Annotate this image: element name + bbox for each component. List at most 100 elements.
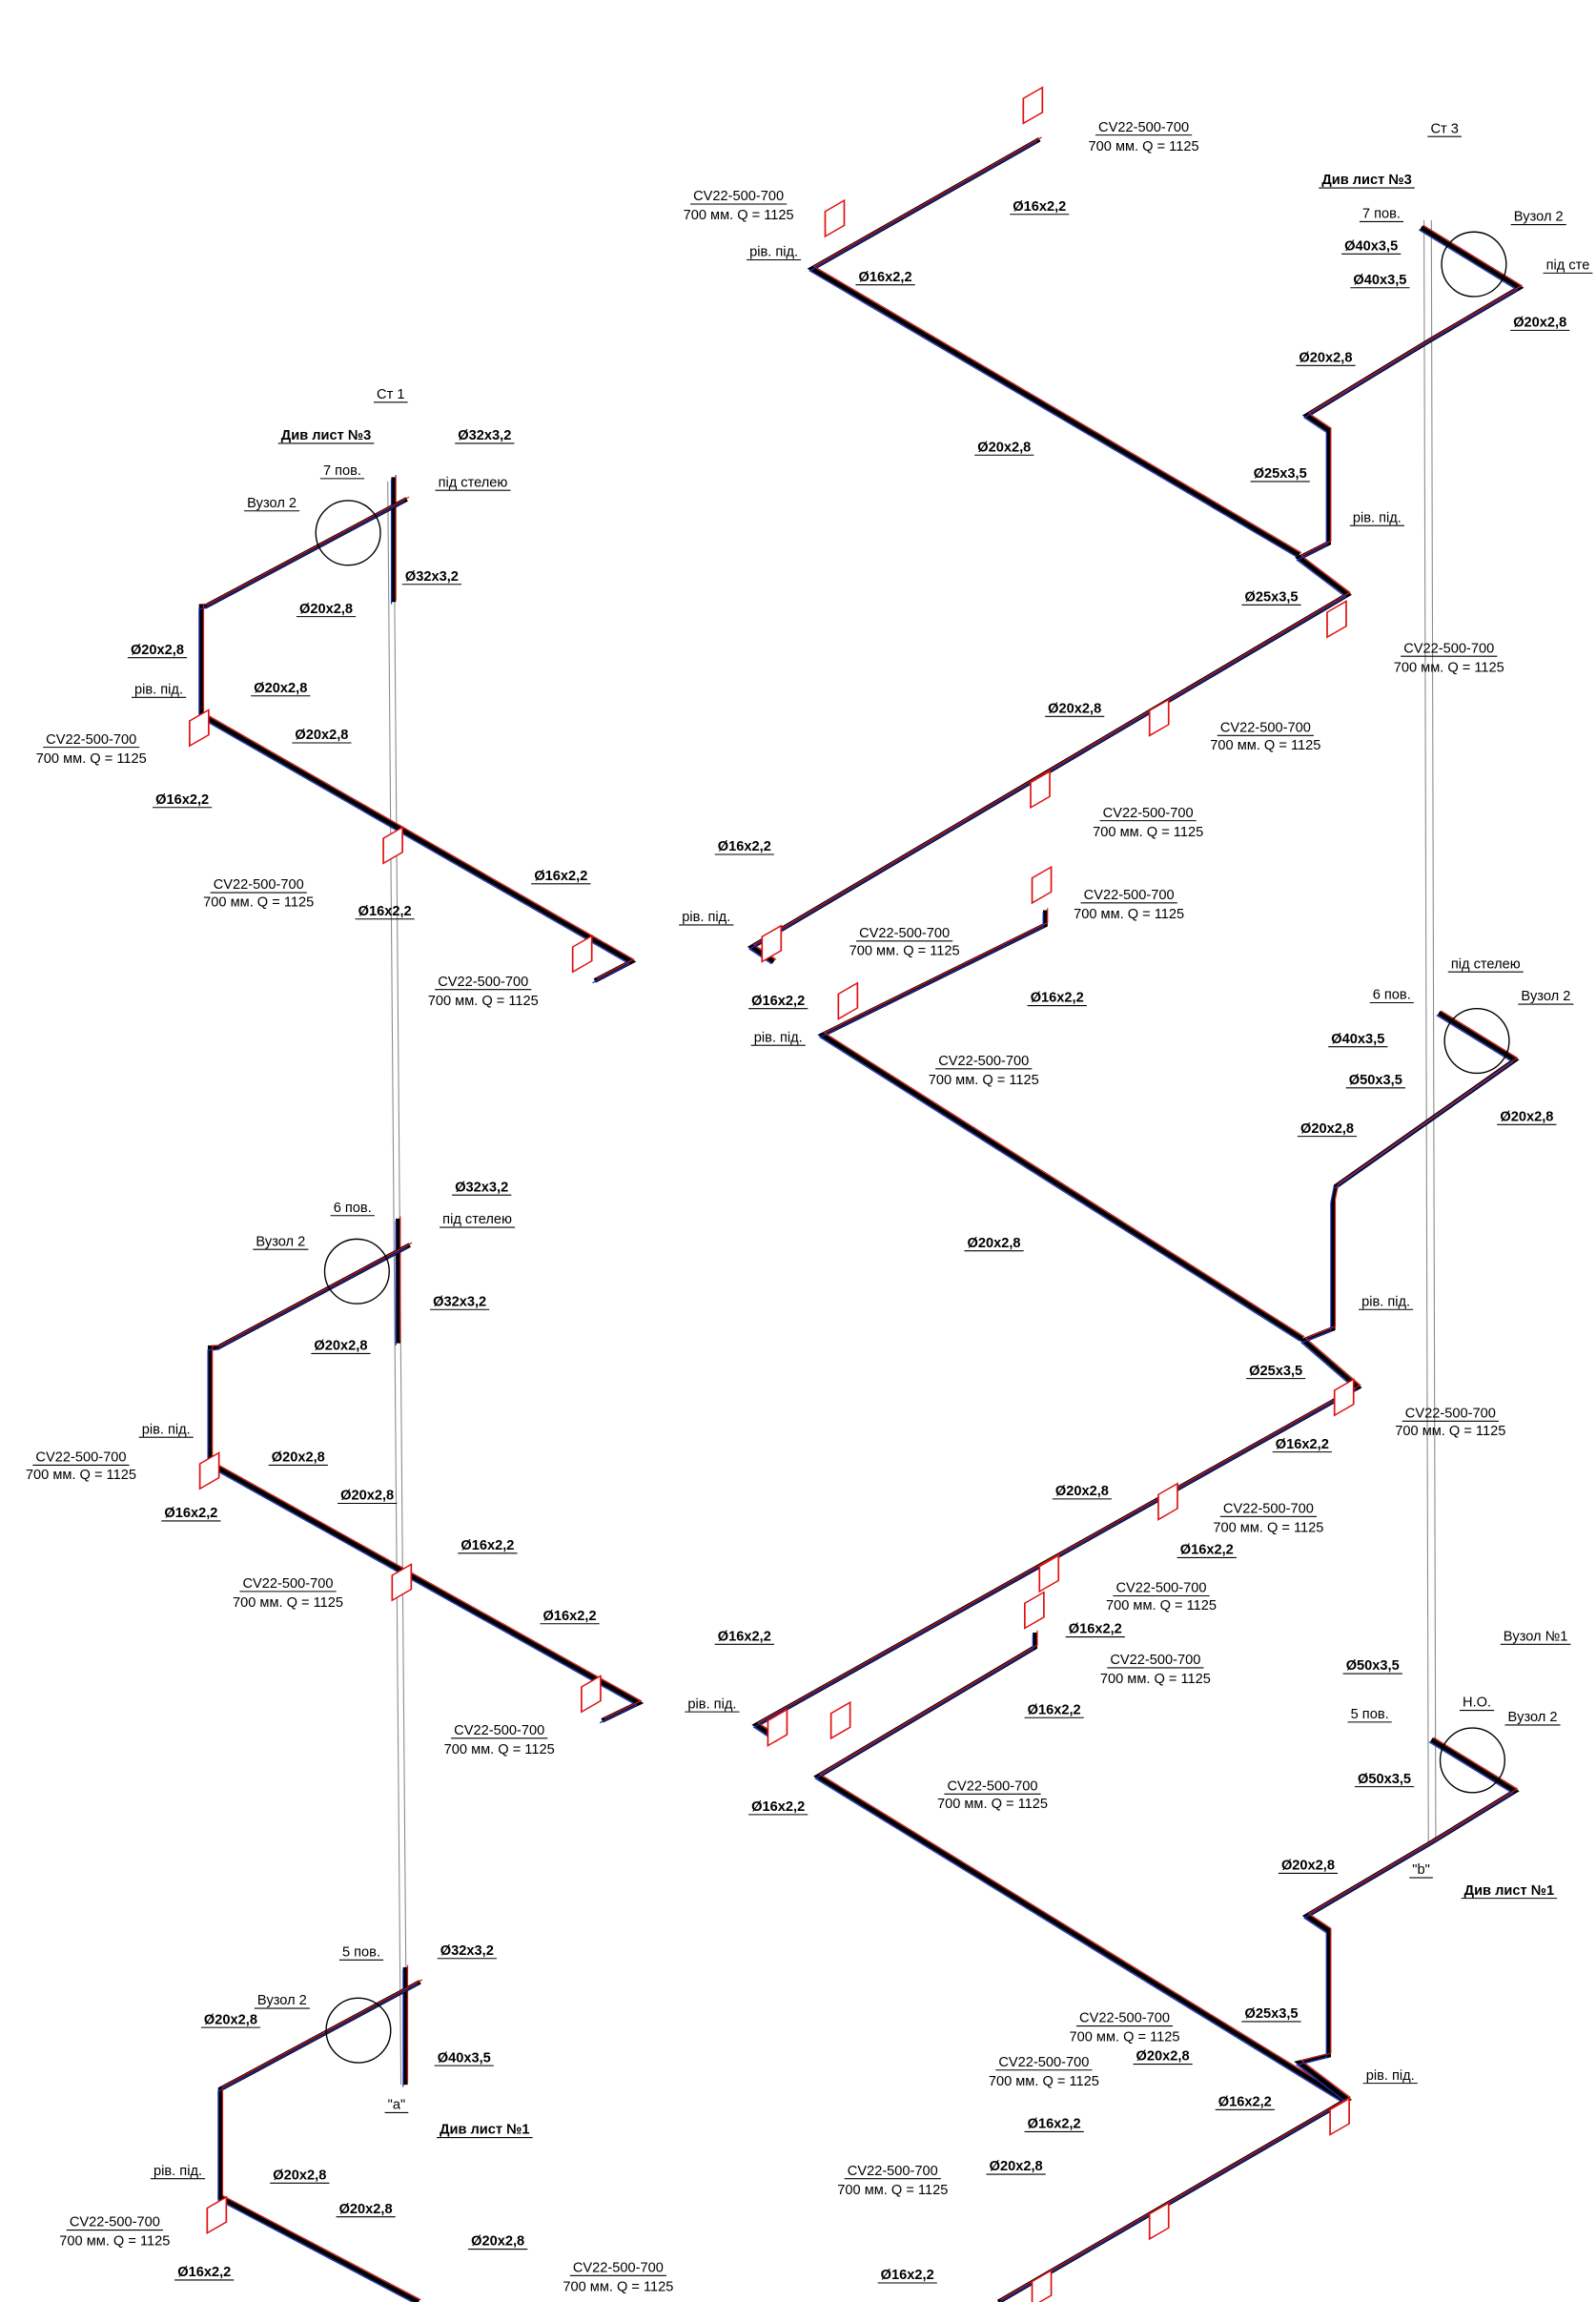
label: Див лист №3	[281, 428, 371, 443]
label: рів. під.	[682, 910, 730, 925]
radiator-valve	[382, 826, 403, 865]
radiator-valve	[1148, 2201, 1170, 2241]
label: Див лист №1	[1464, 1883, 1554, 1899]
radiator-valve	[391, 1563, 413, 1602]
label: рів. під.	[1353, 510, 1402, 525]
pipe-supply	[1000, 1737, 1519, 2301]
radiator-valve	[206, 2195, 228, 2235]
radiator-valve	[1038, 1553, 1060, 1593]
label: 700 мм. Q = 1125	[1089, 139, 1199, 154]
radiator-valve	[1024, 1591, 1045, 1630]
label: CV22-500-700	[1084, 888, 1175, 903]
radiator-valve	[1326, 600, 1347, 639]
label: Ø20x2,8	[1048, 701, 1101, 716]
label: Ø16x2,2	[1180, 1543, 1234, 1558]
label: 700 мм. Q = 1125	[563, 2279, 673, 2294]
label: CV22-500-700	[1405, 1406, 1496, 1421]
radiator-valve	[1157, 1482, 1178, 1521]
label: 5 пов.	[342, 1944, 380, 1960]
radiator-valve	[1333, 1378, 1355, 1417]
label: 700 мм. Q = 1125	[59, 2234, 170, 2250]
label: Ø25x3,5	[1244, 2006, 1298, 2022]
label: Вузол №1	[1504, 1629, 1568, 1644]
label: Ø16x2,2	[1218, 2094, 1272, 2109]
label: CV22-500-700	[848, 2164, 938, 2179]
label: Ø50x3,5	[1349, 1073, 1402, 1088]
radiator-valve	[837, 981, 859, 1020]
label: CV22-500-700	[70, 2215, 160, 2230]
riser-title: Ст 1	[377, 387, 404, 402]
label: Ø32x3,2	[433, 1294, 486, 1309]
label: Ø20x2,8	[1281, 1859, 1335, 1874]
label: Ø16x2,2	[859, 270, 912, 285]
label: Ø16x2,2	[460, 1538, 514, 1553]
label: Див лист №3	[1321, 173, 1411, 188]
label: Ø16x2,2	[1028, 2117, 1081, 2132]
pipe-return	[818, 912, 1300, 1342]
label: рів. під.	[153, 2164, 202, 2179]
pipe	[747, 225, 1524, 964]
label: Див лист №1	[440, 2123, 529, 2138]
label: 700 мм. Q = 1125	[1100, 1672, 1211, 1687]
label: CV22-500-700	[1103, 806, 1194, 821]
label: 700 мм. Q = 1125	[837, 2183, 948, 2198]
label: 700 мм. Q = 1125	[36, 751, 147, 767]
label: Ø20x2,8	[273, 2168, 326, 2183]
label: 700 мм. Q = 1125	[849, 943, 960, 958]
radiator-valve	[761, 924, 783, 963]
label: CV22-500-700	[242, 1576, 333, 1592]
label: Ø32x3,2	[458, 428, 511, 443]
node-circle	[1439, 1727, 1505, 1794]
label: CV22-500-700	[214, 877, 304, 893]
label: CV22-500-700	[859, 926, 950, 941]
pipe	[751, 1011, 1520, 1742]
label: Ø16x2,2	[358, 904, 412, 919]
label: CV22-500-700	[1116, 1581, 1207, 1596]
radiator-valve	[198, 1451, 220, 1490]
label: CV22-500-700	[1079, 2011, 1170, 2026]
label: Вузол 2	[1508, 1710, 1558, 1725]
label: Ø25x3,5	[1249, 1364, 1302, 1379]
label: Ø20x2,8	[1136, 2049, 1190, 2065]
label: Ø20x2,8	[339, 2202, 393, 2217]
node-circle	[325, 1997, 392, 2064]
label: 5 пов.	[1351, 1707, 1389, 1722]
label: під сте	[1546, 258, 1590, 274]
label: CV22-500-700	[573, 2260, 664, 2275]
radiator-valve	[1022, 86, 1044, 125]
label: 700 мм. Q = 1125	[989, 2074, 1099, 2089]
riser-line	[1430, 219, 1437, 1843]
label: Ø32x3,2	[405, 569, 459, 585]
label: Ø16x2,2	[543, 1609, 597, 1624]
label: 700 мм. Q = 1125	[26, 1468, 136, 1483]
pipe	[807, 137, 1301, 558]
label: під стелею	[442, 1212, 512, 1227]
label: під стелею	[1451, 956, 1521, 972]
label: Вузол 2	[1521, 989, 1570, 1004]
pipe-return	[998, 1741, 1514, 2302]
label: 700 мм. Q = 1125	[428, 994, 539, 1009]
label: 700 мм. Q = 1125	[1074, 907, 1184, 922]
label: Ø20x2,8	[272, 1450, 325, 1466]
label: Ø16x2,2	[751, 994, 805, 1009]
pipe-return	[748, 229, 1519, 965]
label: 700 мм. Q = 1125	[937, 1797, 1048, 1812]
label: CV22-500-700	[1110, 1653, 1200, 1668]
pipe-return	[207, 1246, 638, 1724]
label: Ø16x2,2	[164, 1506, 217, 1521]
pipe	[217, 1980, 421, 2302]
label: рів. під.	[134, 682, 183, 697]
label: Ø20x2,8	[1513, 316, 1566, 331]
label: під стелею	[439, 475, 508, 490]
label: рів. під.	[1361, 1294, 1410, 1309]
label: рів. під.	[1366, 2068, 1415, 2084]
pipe-return	[217, 1983, 419, 2302]
label: Ø20x2,8	[131, 643, 184, 658]
label: CV22-500-700	[1220, 720, 1311, 735]
label: 700 мм. Q = 1125	[233, 1595, 343, 1611]
label: Ø16x2,2	[751, 1799, 805, 1815]
label: Ø40x3,5	[1353, 273, 1406, 288]
node-circle	[323, 1238, 390, 1305]
label: 7 пов.	[1362, 207, 1401, 222]
